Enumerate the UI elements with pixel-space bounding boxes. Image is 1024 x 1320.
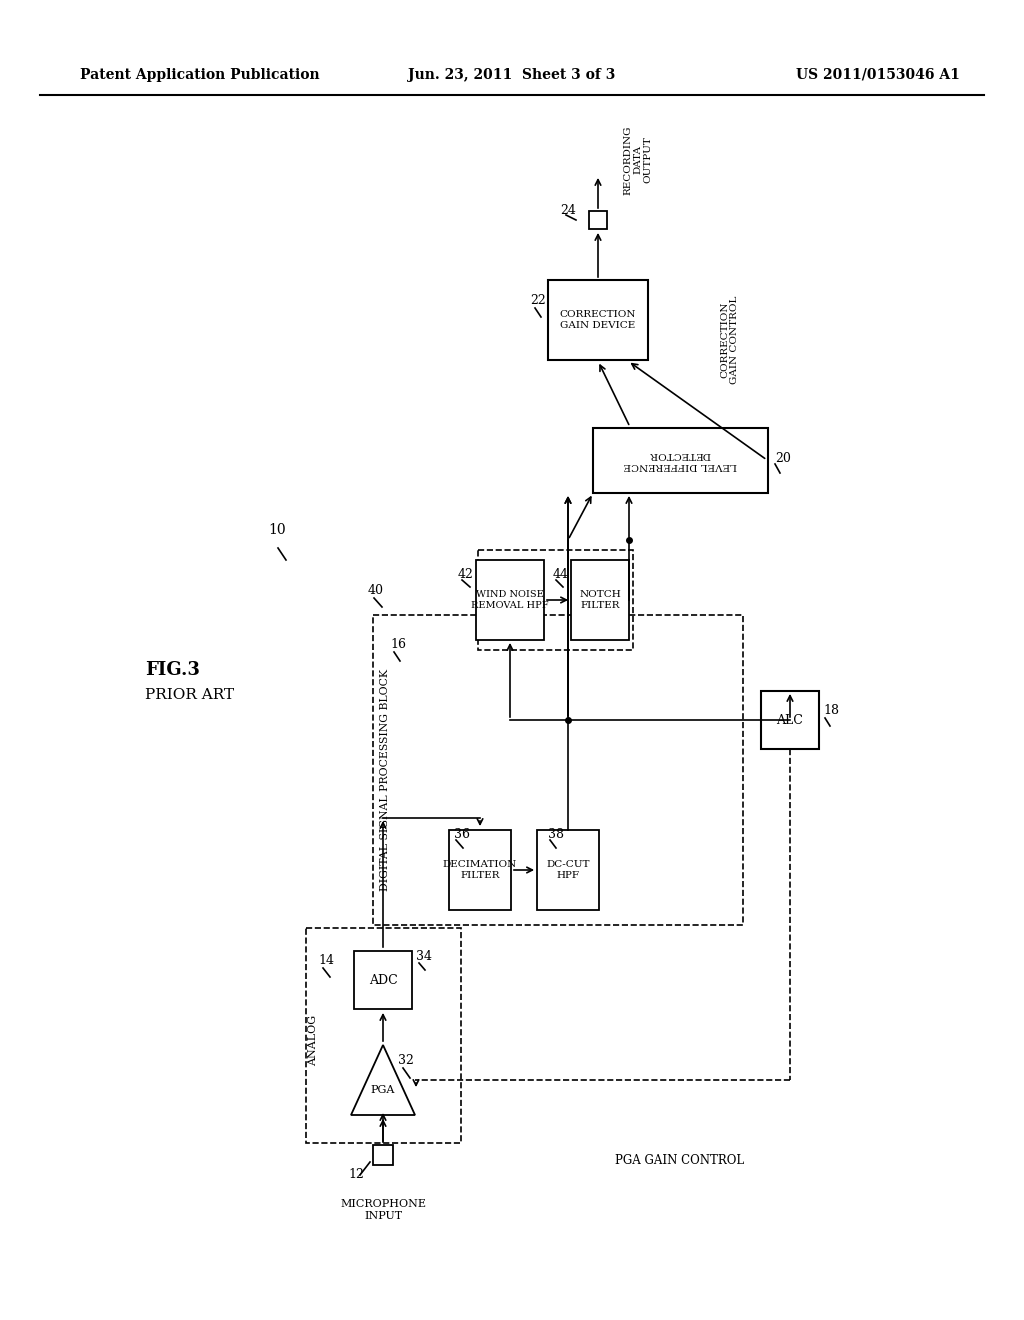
Text: 14: 14 <box>318 953 334 966</box>
Bar <box>571 560 629 640</box>
Text: LEVEL DIFFERENCE
DETECTOR: LEVEL DIFFERENCE DETECTOR <box>624 450 736 470</box>
Bar <box>477 550 633 649</box>
Bar <box>449 830 511 909</box>
Text: Patent Application Publication: Patent Application Publication <box>80 69 319 82</box>
Text: DIGITAL SIGNAL PROCESSING BLOCK: DIGITAL SIGNAL PROCESSING BLOCK <box>380 669 390 891</box>
Text: 34: 34 <box>416 950 432 964</box>
Bar <box>761 690 819 748</box>
Text: MICROPHONE
INPUT: MICROPHONE INPUT <box>340 1199 426 1221</box>
Text: PGA: PGA <box>371 1085 395 1096</box>
Text: DECIMATION
FILTER: DECIMATION FILTER <box>442 861 517 879</box>
Text: 40: 40 <box>368 583 384 597</box>
Bar <box>305 928 461 1143</box>
Text: 22: 22 <box>530 293 546 306</box>
Text: 18: 18 <box>823 704 839 717</box>
Bar <box>593 428 768 492</box>
Bar <box>373 1144 393 1166</box>
Text: NOTCH
FILTER: NOTCH FILTER <box>580 590 621 610</box>
Text: 20: 20 <box>775 451 791 465</box>
Text: 36: 36 <box>454 829 470 842</box>
Text: 44: 44 <box>553 568 569 581</box>
Bar <box>589 211 607 228</box>
Text: 38: 38 <box>548 829 564 842</box>
Bar <box>476 560 544 640</box>
Text: 16: 16 <box>390 639 406 652</box>
Text: PGA GAIN CONTROL: PGA GAIN CONTROL <box>615 1154 744 1167</box>
Text: Jun. 23, 2011  Sheet 3 of 3: Jun. 23, 2011 Sheet 3 of 3 <box>409 69 615 82</box>
Polygon shape <box>351 1045 415 1115</box>
Text: CORRECTION
GAIN CONTROL: CORRECTION GAIN CONTROL <box>720 296 739 384</box>
Text: 24: 24 <box>560 203 575 216</box>
Text: FIG.3: FIG.3 <box>145 661 200 678</box>
Text: 12: 12 <box>348 1168 364 1181</box>
Text: PRIOR ART: PRIOR ART <box>145 688 234 702</box>
Bar <box>373 615 743 925</box>
Text: DC-CUT
HPF: DC-CUT HPF <box>546 861 590 879</box>
Text: WIND NOISE
REMOVAL HPF: WIND NOISE REMOVAL HPF <box>471 590 549 610</box>
Text: ANALOG: ANALOG <box>308 1015 318 1065</box>
Text: US 2011/0153046 A1: US 2011/0153046 A1 <box>796 69 961 82</box>
Bar <box>537 830 599 909</box>
Bar <box>548 280 648 360</box>
Text: 10: 10 <box>268 523 286 537</box>
Text: ADC: ADC <box>369 974 397 986</box>
Text: 42: 42 <box>458 568 474 581</box>
Text: ALC: ALC <box>776 714 804 726</box>
Bar <box>354 950 412 1008</box>
Text: 32: 32 <box>398 1053 414 1067</box>
Text: CORRECTION
GAIN DEVICE: CORRECTION GAIN DEVICE <box>560 310 636 330</box>
Text: RECORDING
DATA
OUTPUT: RECORDING DATA OUTPUT <box>623 125 653 195</box>
